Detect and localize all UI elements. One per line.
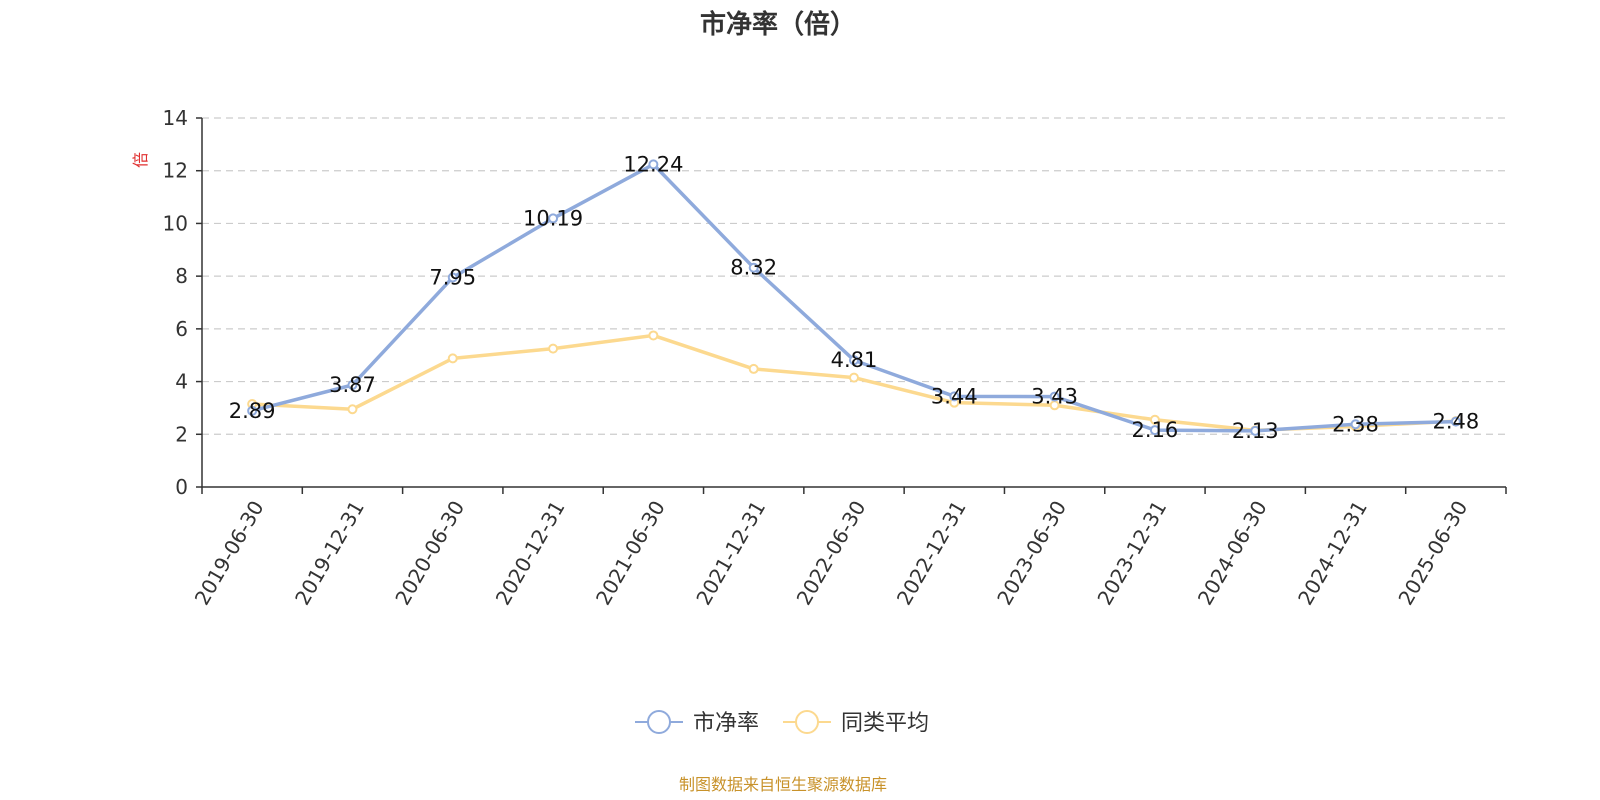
- legend-marker: [647, 710, 671, 734]
- data-point-0[interactable]: [347, 379, 358, 390]
- series-line-0: [251, 162, 1456, 433]
- y-tick-label: 14: [163, 106, 188, 130]
- x-tick-label: 2022-06-30: [792, 497, 871, 610]
- grid-lines: [202, 117, 1506, 435]
- data-point-0[interactable]: [1350, 419, 1361, 430]
- y-tick-label: 2: [175, 422, 188, 446]
- x-tick-label: 2021-06-30: [591, 497, 670, 610]
- legend-item-0[interactable]: 市净率: [635, 710, 759, 736]
- data-labels: 2.89 3.87 7.95 10.19 12.24 8.32 4.81 3.44 3.43 2.…: [229, 152, 1479, 442]
- data-point-1[interactable]: [347, 404, 358, 415]
- data-point-0[interactable]: [247, 405, 258, 416]
- data-label: 3.44: [931, 384, 978, 408]
- data-label: 4.81: [831, 348, 878, 372]
- data-point-0[interactable]: [447, 272, 458, 283]
- legend-marker: [795, 710, 819, 734]
- data-label: 3.43: [1031, 385, 1078, 409]
- y-tick-label: 0: [175, 475, 188, 499]
- x-tick-label: 2023-12-31: [1092, 497, 1171, 610]
- x-tick-label: 2024-06-30: [1193, 497, 1272, 610]
- data-label: 3.87: [329, 373, 376, 397]
- y-tick-label: 12: [163, 159, 188, 183]
- data-label: 10.19: [523, 206, 583, 230]
- x-tick-label: 2019-06-30: [190, 497, 269, 610]
- source-note: 制图数据来自恒生聚源数据库: [679, 775, 887, 794]
- y-tick-label: 10: [163, 211, 188, 235]
- x-tick-label: 2020-12-31: [491, 497, 570, 610]
- data-label: 2.13: [1232, 419, 1279, 443]
- x-tick-label: 2020-06-30: [390, 497, 469, 610]
- data-label: 12.24: [623, 152, 683, 176]
- y-tick-labels: 0 2 4 6 8 10 12 14: [163, 106, 188, 499]
- data-label: 2.89: [229, 399, 276, 423]
- series-lines: [247, 159, 1461, 436]
- x-tick-label: 2022-12-31: [892, 496, 971, 609]
- data-point-0[interactable]: [949, 391, 960, 402]
- legend[interactable]: 市净率 同类平均: [635, 710, 929, 736]
- chart-title: 市净率（倍）: [700, 9, 856, 40]
- y-tick-label: 8: [175, 264, 188, 288]
- data-point-0[interactable]: [1250, 425, 1261, 436]
- data-point-0[interactable]: [648, 159, 659, 170]
- data-point-0[interactable]: [548, 213, 559, 224]
- y-tick-label: 6: [175, 317, 188, 341]
- legend-item-1[interactable]: 同类平均: [783, 710, 929, 736]
- data-label: 7.95: [429, 265, 476, 289]
- data-point-1[interactable]: [1149, 414, 1160, 425]
- x-tick-label: 2023-06-30: [992, 497, 1071, 610]
- data-point-0[interactable]: [849, 355, 859, 366]
- legend-label: 市净率: [693, 711, 759, 736]
- x-tick-label: 2019-12-31: [290, 497, 369, 610]
- x-tick-label: 2025-06-30: [1393, 497, 1472, 610]
- y-axis-unit-label: 倍: [131, 152, 150, 168]
- data-label: 2.16: [1132, 418, 1179, 442]
- data-point-0[interactable]: [1450, 416, 1461, 427]
- y-tick-label: 4: [175, 370, 188, 394]
- data-point-1[interactable]: [447, 353, 458, 364]
- x-tick-labels: 2019-06-30 2019-12-31 2020-06-30 2020-12-31…: [190, 496, 1473, 609]
- data-label: 2.48: [1432, 410, 1479, 434]
- data-point-1[interactable]: [548, 343, 559, 354]
- data-point-1[interactable]: [748, 363, 759, 374]
- axes: [196, 117, 1507, 494]
- data-point-0[interactable]: [1049, 391, 1060, 402]
- data-point-0[interactable]: [748, 262, 759, 273]
- data-point-0[interactable]: [1149, 425, 1160, 436]
- legend-label: 同类平均: [841, 711, 929, 736]
- data-point-1[interactable]: [849, 372, 859, 383]
- data-label: 8.32: [730, 256, 777, 280]
- x-tick-label: 2021-12-31: [691, 497, 770, 610]
- data-label: 2.38: [1332, 412, 1379, 436]
- x-tick-label: 2024-12-31: [1293, 497, 1372, 610]
- data-point-1[interactable]: [648, 330, 659, 341]
